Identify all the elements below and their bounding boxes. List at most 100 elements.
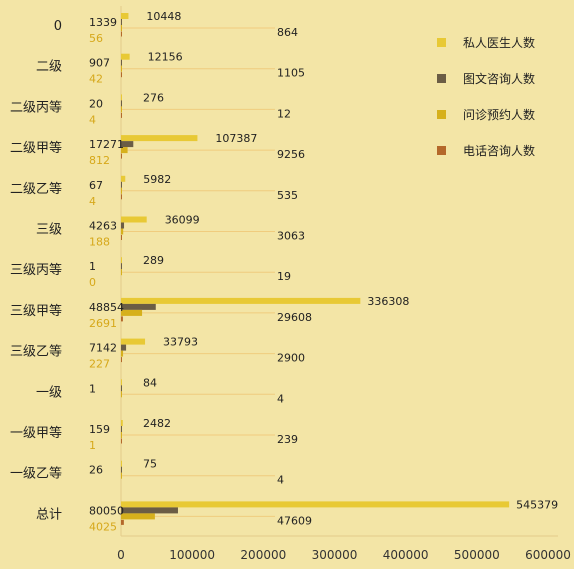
legend-swatch [437,73,446,83]
bar [121,13,129,19]
legend-label: 私人医生人数 [463,35,536,50]
bar [121,438,122,444]
data-label: 19 [277,270,291,283]
data-label: 4 [277,474,284,487]
data-label: 1 [89,382,96,395]
data-label: 2900 [277,352,305,365]
data-label: 4 [277,392,284,405]
bar [121,269,122,276]
data-label: 9256 [277,148,305,161]
legend-label: 图文咨询人数 [463,71,536,86]
x-tick-label: 200000 [240,548,286,562]
bar [121,309,143,316]
legend-item: 问诊预约人数 [437,96,535,132]
bar [121,257,122,264]
data-label: 276 [143,91,164,104]
bar [121,100,122,107]
legend-swatch [437,145,446,155]
data-label: 4 [89,195,96,208]
bar [121,344,127,351]
bar [121,513,155,520]
data-label: 5982 [143,173,171,186]
bar [121,338,146,345]
bar [121,59,122,66]
x-tick-label: 400000 [383,548,429,562]
data-label: 0 [89,276,96,289]
category-label: 总计 [36,507,62,522]
legend: 私人医生人数 图文咨询人数 问诊预约人数 电话咨询人数 [437,24,535,168]
category-label: 二级丙等 [10,99,62,115]
legend-swatch [437,37,446,47]
data-label: 907 [89,57,110,70]
data-label: 289 [143,254,164,267]
bar [121,175,126,182]
data-label: 10448 [146,10,181,23]
data-label: 29608 [277,311,312,324]
bar [121,460,122,467]
category-label: 一级甲等 [10,425,62,441]
category-label: 二级 [36,60,62,75]
legend-swatch [437,109,446,119]
data-label: 545379 [516,498,558,511]
bar [121,432,122,438]
bar [121,53,130,60]
data-label: 56 [89,32,103,45]
bar [121,194,122,200]
data-label: 4025 [89,520,117,533]
bar [121,106,122,113]
bar [121,235,122,240]
data-label: 12156 [148,51,183,64]
bar [121,153,122,159]
data-label: 2482 [143,417,171,430]
data-label: 1105 [277,67,305,80]
category-label: 三级 [36,223,62,238]
bar [121,385,122,392]
data-label: 812 [89,154,110,167]
data-label: 336308 [367,295,409,308]
data-label: 1339 [89,16,117,29]
data-label: 4263 [89,220,117,233]
data-label: 84 [143,376,157,389]
data-label: 67 [89,179,103,192]
data-label: 2691 [89,317,117,330]
legend-label: 问诊预约人数 [463,107,536,122]
data-label: 864 [277,26,298,39]
x-tick-label: 100000 [169,548,215,562]
data-label: 7142 [89,342,117,355]
category-label: 二级甲等 [10,140,62,156]
category-label: 一级 [36,385,62,400]
bar [121,420,123,426]
bar [121,135,198,142]
data-label: 3063 [277,230,305,243]
bar [121,263,122,270]
data-label: 75 [143,458,157,471]
bar [121,316,123,322]
x-tick-label: 600000 [525,548,571,562]
x-tick-label: 300000 [312,548,358,562]
bar [121,357,122,363]
bar [121,141,134,148]
bar [121,222,125,229]
data-label: 26 [89,464,103,477]
bar [121,472,122,479]
data-label: 42 [89,73,103,86]
bar [121,391,122,398]
bar [121,350,124,357]
data-label: 20 [89,97,103,110]
bar [121,19,122,25]
data-label: 159 [89,423,110,436]
bar [121,501,510,508]
data-label: 36099 [165,214,200,227]
legend-item: 私人医生人数 [437,24,535,60]
category-label: 三级甲等 [10,303,62,319]
bar [121,216,147,223]
data-label: 188 [89,236,110,249]
bar [121,228,124,235]
data-label: 80050 [89,504,124,517]
bar [121,426,122,432]
data-label: 47609 [277,514,312,527]
legend-item: 图文咨询人数 [437,60,535,96]
category-label: 三级乙等 [10,344,62,360]
bar [121,507,178,514]
